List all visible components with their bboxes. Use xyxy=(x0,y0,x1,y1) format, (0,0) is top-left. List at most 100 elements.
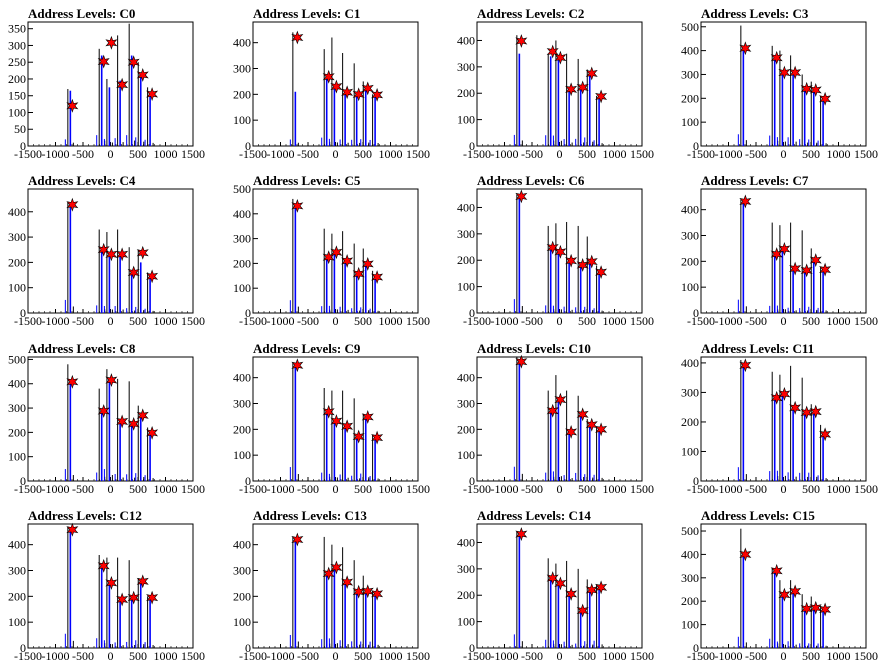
x-tick-label: -1000 xyxy=(267,314,295,328)
y-tick-label: 200 xyxy=(8,255,26,269)
x-tick-label: 500 xyxy=(129,314,147,328)
x-tick-label: 500 xyxy=(802,649,820,663)
panel-title: Address Levels: C15 xyxy=(701,508,815,523)
peak-marker xyxy=(97,404,110,418)
peak-marker xyxy=(361,584,374,599)
x-tick-label: 0 xyxy=(781,314,787,328)
panel-title: Address Levels: C14 xyxy=(477,508,591,523)
y-tick-label: 0 xyxy=(693,139,699,153)
peak-marker xyxy=(116,592,129,607)
peak-marker xyxy=(291,532,304,547)
peak-marker xyxy=(515,34,528,48)
panel-title: Address Levels: C11 xyxy=(701,341,814,356)
peak-marker xyxy=(371,270,384,284)
peak-marker xyxy=(352,87,365,102)
x-tick-label: 1000 xyxy=(379,147,403,161)
peak-marker xyxy=(116,77,129,92)
y-tick-label: 400 xyxy=(457,200,475,214)
x-tick-label: 1000 xyxy=(827,314,851,328)
peak-marker xyxy=(789,261,802,276)
y-tick-label: 400 xyxy=(457,371,475,385)
x-tick-label: -500 xyxy=(297,482,319,496)
x-tick-label: 500 xyxy=(129,147,147,161)
panel-6: Address Levels: C6-1500 -1000 -500 0 500 1000… xyxy=(457,173,654,328)
peak-marker xyxy=(576,80,589,95)
peak-marker xyxy=(116,414,129,429)
y-tick-label: 400 xyxy=(233,538,251,552)
y-tick-label: 50 xyxy=(14,122,26,136)
peak-marker xyxy=(595,422,608,437)
panel-title: Address Levels: C7 xyxy=(701,173,809,188)
panel-4: Address Levels: C4-1500 -1000 -500 0 500 1000… xyxy=(8,173,205,328)
y-tick-label: 400 xyxy=(233,207,251,221)
y-tick-label: 0 xyxy=(20,139,26,153)
peak-marker xyxy=(554,244,567,259)
panel-title: Address Levels: C13 xyxy=(253,508,367,523)
peak-marker xyxy=(789,584,802,599)
peak-marker xyxy=(66,98,79,113)
peak-marker xyxy=(322,69,335,84)
y-tick-label: 300 xyxy=(681,67,699,81)
panel-title: Address Levels: C9 xyxy=(253,341,361,356)
peak-marker xyxy=(291,198,304,213)
panel-14: Address Levels: C14 -1500 -1000 -500 0 500 100… xyxy=(457,508,654,663)
peak-marker xyxy=(554,576,567,591)
x-tick-label: 0 xyxy=(108,147,114,161)
peak-marker xyxy=(97,242,110,257)
peak-marker xyxy=(330,79,343,94)
y-tick-label: 200 xyxy=(233,422,251,436)
x-tick-label: -500 xyxy=(745,147,767,161)
y-tick-label: 100 xyxy=(233,281,251,295)
panel-2: Address Levels: C2-1500 -1000 -500 0 500 1000… xyxy=(457,6,654,161)
panel-12: Address Levels: C12 -1500 -1000 -500 0 500 100… xyxy=(8,508,205,663)
peak-marker xyxy=(576,603,589,618)
x-tick-label: 1500 xyxy=(630,482,654,496)
peak-marker xyxy=(146,590,159,605)
peak-marker xyxy=(105,373,118,388)
x-tick-label: 1000 xyxy=(603,314,627,328)
peak-marker xyxy=(136,245,149,260)
y-tick-label: 0 xyxy=(20,306,26,320)
x-tick-label: 0 xyxy=(557,649,563,663)
y-tick-label: 300 xyxy=(681,229,699,243)
peak-marker xyxy=(361,410,374,424)
x-tick-label: 500 xyxy=(129,482,147,496)
peak-marker xyxy=(322,404,335,419)
peak-marker xyxy=(739,194,752,209)
plot-frame xyxy=(27,356,194,482)
peak-marker xyxy=(146,425,159,440)
x-tick-label: 0 xyxy=(108,649,114,663)
peak-marker xyxy=(819,91,832,106)
peak-marker xyxy=(778,65,791,80)
x-tick-label: -1000 xyxy=(715,649,743,663)
y-tick-label: 100 xyxy=(681,280,699,294)
peak-marker xyxy=(127,416,140,431)
peak-marker xyxy=(330,560,343,575)
x-tick-label: -500 xyxy=(72,314,94,328)
x-tick-label: 0 xyxy=(557,482,563,496)
x-tick-label: -500 xyxy=(72,649,94,663)
peak-marker xyxy=(595,89,608,104)
peak-marker xyxy=(322,566,335,581)
peak-marker xyxy=(341,254,354,268)
peak-marker xyxy=(739,547,752,562)
peak-marker xyxy=(778,242,791,256)
peak-marker xyxy=(778,386,791,401)
x-tick-label: -500 xyxy=(521,649,543,663)
peak-marker xyxy=(352,584,365,599)
x-tick-label: 1500 xyxy=(854,314,878,328)
x-tick-label: 1000 xyxy=(379,482,403,496)
peak-marker xyxy=(809,600,822,615)
x-tick-label: 1000 xyxy=(603,482,627,496)
x-tick-label: -500 xyxy=(521,482,543,496)
x-tick-label: -1500 xyxy=(239,314,267,328)
peak-marker xyxy=(371,586,384,601)
x-tick-label: 0 xyxy=(781,649,787,663)
x-tick-label: -1000 xyxy=(491,314,519,328)
y-tick-label: 400 xyxy=(681,356,699,370)
panel-15: Address Levels: C15 -1500 -1000 -500 0 500 100… xyxy=(681,508,878,663)
x-tick-label: 0 xyxy=(108,314,114,328)
peak-marker xyxy=(66,522,79,537)
y-tick-label: 200 xyxy=(457,253,475,267)
